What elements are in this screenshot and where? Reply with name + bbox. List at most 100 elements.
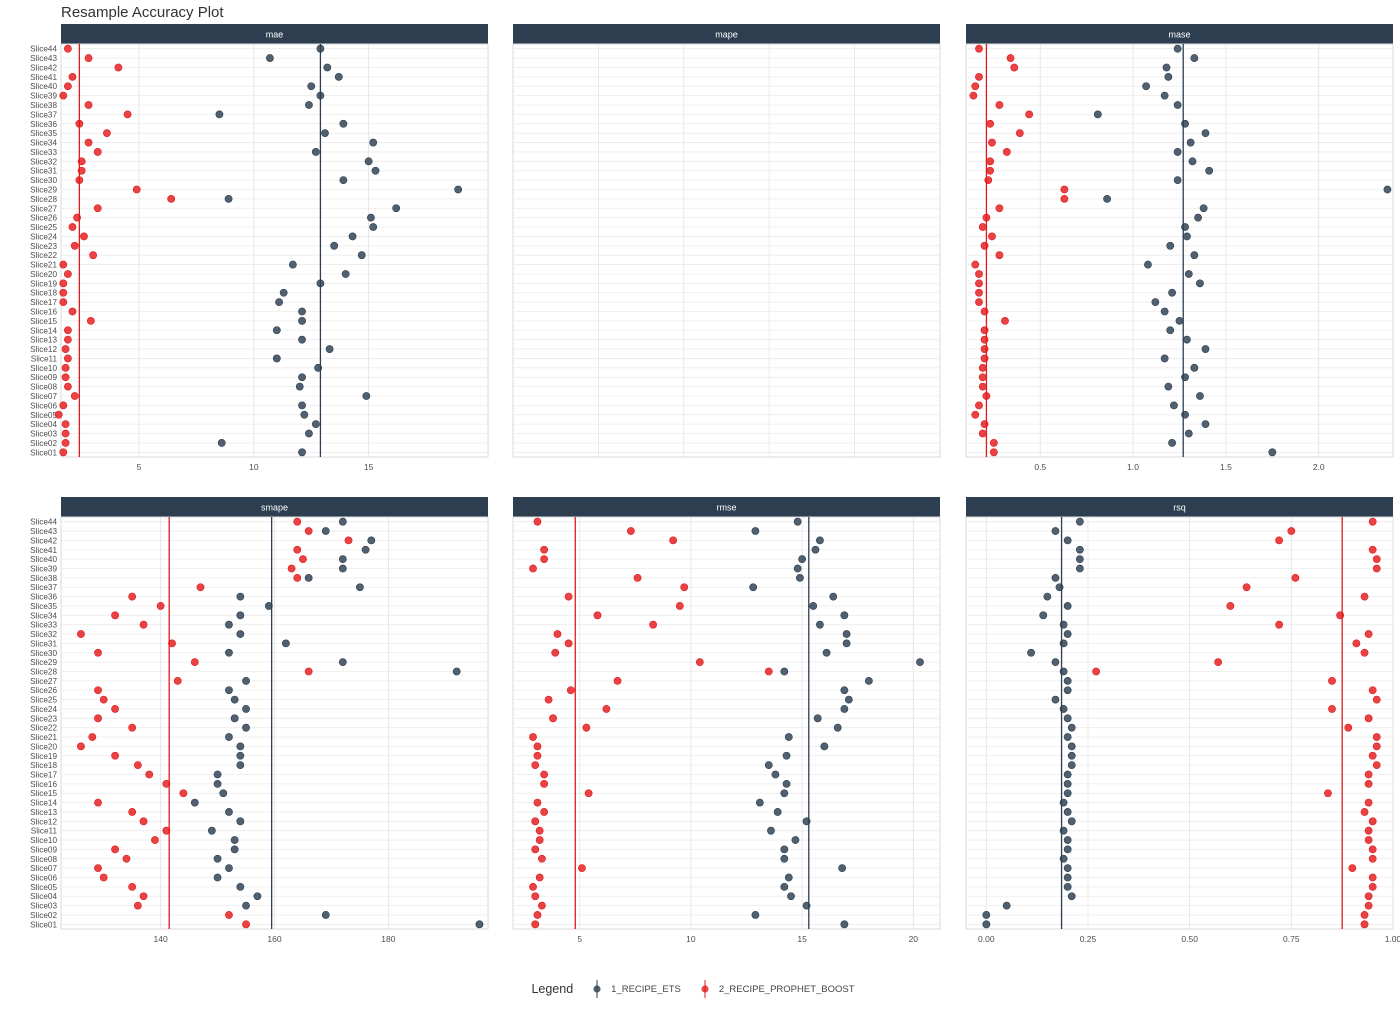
point-prophet	[59, 288, 68, 297]
point-ets	[1186, 138, 1195, 147]
point-ets	[330, 241, 339, 250]
point-ets	[307, 82, 316, 91]
point-ets	[1190, 251, 1199, 260]
y-tick-label: Slice30	[30, 176, 57, 185]
facet-strip	[61, 24, 488, 44]
y-tick-label: Slice20	[30, 742, 57, 751]
point-prophet	[988, 138, 996, 147]
y-tick-label: Slice36	[30, 593, 57, 602]
point-prophet	[1368, 545, 1377, 554]
y-tick-label: Slice13	[30, 808, 57, 817]
point-ets	[782, 779, 791, 788]
y-tick-label: Slice08	[30, 855, 57, 864]
point-prophet	[1364, 630, 1373, 638]
point-ets	[341, 270, 350, 278]
point-ets	[773, 808, 782, 816]
point-prophet	[566, 686, 575, 695]
point-prophet	[304, 527, 313, 535]
y-tick-label: Slice21	[30, 733, 57, 742]
point-ets	[236, 882, 245, 891]
point-prophet	[179, 789, 188, 798]
y-tick-label: Slice05	[30, 411, 57, 420]
point-prophet	[1372, 564, 1381, 573]
point-ets	[253, 892, 262, 901]
point-prophet	[151, 836, 159, 844]
y-tick-label: Slice40	[30, 555, 57, 564]
point-prophet	[649, 620, 658, 629]
y-tick-label: Slice25	[30, 223, 57, 232]
point-prophet	[86, 316, 95, 325]
x-tick-label: 10	[249, 462, 259, 472]
point-prophet	[84, 138, 93, 147]
point-ets	[755, 798, 764, 807]
point-ets	[1184, 270, 1193, 278]
point-ets	[1205, 166, 1214, 175]
point-prophet	[63, 270, 72, 278]
point-ets	[311, 148, 320, 156]
point-ets	[1201, 420, 1210, 429]
point-prophet	[156, 602, 165, 610]
point-ets	[454, 185, 463, 194]
point-ets	[791, 836, 800, 844]
point-ets	[316, 91, 325, 100]
point-ets	[369, 223, 378, 231]
point-prophet	[975, 279, 983, 288]
point-ets	[1184, 429, 1193, 438]
point-ets	[751, 527, 760, 535]
y-tick-label: Slice09	[30, 373, 57, 382]
point-prophet	[1002, 148, 1011, 156]
point-prophet	[1368, 751, 1377, 760]
point-prophet	[975, 44, 983, 53]
point-ets	[219, 789, 228, 798]
point-ets	[272, 326, 281, 335]
point-prophet	[61, 439, 70, 447]
point-ets	[305, 429, 313, 438]
y-tick-label: Slice42	[30, 63, 57, 72]
point-ets	[780, 667, 789, 676]
point-prophet	[94, 864, 102, 873]
point-prophet	[1360, 920, 1369, 929]
point-prophet	[63, 44, 72, 53]
point-ets	[784, 873, 793, 882]
x-tick-label: 1.0	[1127, 462, 1139, 472]
point-prophet	[1001, 316, 1009, 325]
point-ets	[1175, 316, 1184, 325]
facet-strip	[513, 24, 940, 44]
point-prophet	[980, 335, 989, 344]
point-prophet	[602, 705, 611, 713]
x-tick-label: 0.50	[1181, 934, 1198, 944]
point-prophet	[133, 901, 142, 910]
point-ets	[1075, 564, 1084, 573]
point-prophet	[94, 686, 102, 695]
point-prophet	[190, 658, 199, 667]
point-ets	[749, 583, 758, 592]
point-prophet	[529, 564, 537, 573]
point-prophet	[75, 119, 84, 128]
point-prophet	[59, 298, 68, 307]
facet-strip-label: smape	[261, 503, 288, 513]
point-prophet	[54, 410, 63, 419]
point-ets	[275, 298, 283, 307]
facet-strip-label: rmse	[717, 503, 737, 513]
y-tick-label: Slice39	[30, 92, 57, 101]
x-tick-label: 15	[364, 462, 374, 472]
point-prophet	[1360, 592, 1369, 601]
point-ets	[838, 864, 847, 873]
point-prophet	[1214, 658, 1223, 667]
point-ets	[298, 373, 306, 382]
point-prophet	[533, 751, 542, 760]
panel-border	[965, 43, 1394, 458]
y-tick-label: Slice42	[30, 536, 57, 545]
point-prophet	[582, 723, 591, 732]
y-tick-label: Slice23	[30, 242, 57, 251]
point-prophet	[986, 166, 995, 175]
point-prophet	[538, 854, 546, 863]
point-ets	[1027, 648, 1035, 657]
point-ets	[264, 602, 273, 610]
point-ets	[780, 854, 789, 863]
point-ets	[1103, 194, 1111, 203]
point-prophet	[103, 129, 111, 138]
point-ets	[1164, 382, 1173, 391]
point-ets	[1059, 854, 1068, 863]
y-tick-label: Slice12	[30, 345, 57, 354]
